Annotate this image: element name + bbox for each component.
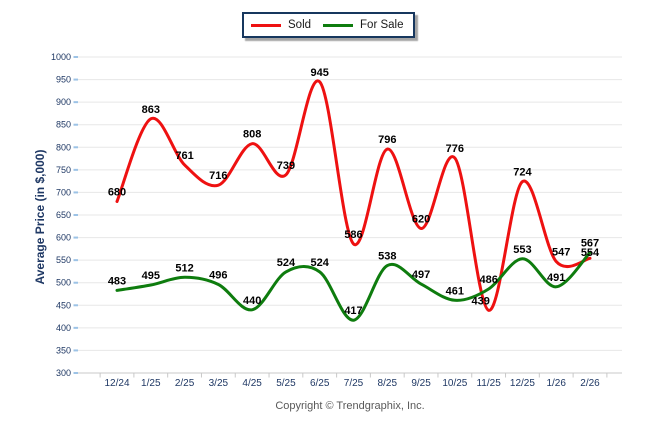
svg-text:553: 553 [513,244,531,256]
svg-text:538: 538 [378,251,396,263]
svg-text:440: 440 [243,295,261,307]
svg-text:5/25: 5/25 [276,378,296,389]
legend-item-sold: Sold [251,19,311,31]
svg-text:1000: 1000 [51,52,71,62]
legend: Sold For Sale [242,12,415,38]
svg-text:486: 486 [479,274,497,286]
svg-text:417: 417 [344,305,362,317]
svg-text:350: 350 [56,345,71,355]
svg-text:4/25: 4/25 [242,378,262,389]
svg-text:495: 495 [142,270,160,282]
svg-text:716: 716 [209,170,227,182]
for-sale-line [115,251,592,322]
svg-text:12/24: 12/24 [104,378,129,389]
svg-text:700: 700 [56,187,71,197]
legend-label-for-sale: For Sale [360,19,404,31]
svg-text:900: 900 [56,97,71,107]
sold-line [115,79,592,312]
legend-label-sold: Sold [288,19,312,31]
data-labels: 680 483 863 495 761 512 716 496 808 440 739 524 945 5… [108,67,600,317]
svg-text:808: 808 [243,129,261,141]
svg-text:524: 524 [311,257,330,269]
svg-text:497: 497 [412,269,430,281]
svg-text:776: 776 [446,143,464,155]
svg-text:680: 680 [108,186,126,198]
svg-text:3/25: 3/25 [209,378,229,389]
x-axis: 12/24 1/25 2/25 3/25 4/25 5/25 6/25 7/25 8/25 9/2… [78,372,622,389]
svg-text:750: 750 [56,165,71,175]
svg-text:400: 400 [56,323,71,333]
svg-text:724: 724 [513,167,532,179]
svg-text:10/25: 10/25 [442,378,467,389]
svg-text:567: 567 [581,237,599,249]
svg-text:554: 554 [581,247,600,259]
svg-text:450: 450 [56,300,71,310]
svg-text:796: 796 [378,134,396,146]
svg-text:439: 439 [471,295,489,307]
svg-text:300: 300 [56,368,71,378]
svg-text:500: 500 [56,278,71,288]
svg-text:850: 850 [56,120,71,130]
svg-text:512: 512 [175,262,193,274]
svg-text:650: 650 [56,210,71,220]
legend-item-for-sale: For Sale [323,19,404,31]
svg-text:491: 491 [547,272,565,284]
svg-text:6/25: 6/25 [310,378,330,389]
copyright-text: Copyright © Trendgraphix, Inc. [275,400,425,412]
svg-text:620: 620 [412,214,430,226]
svg-text:1/26: 1/26 [546,378,566,389]
svg-text:600: 600 [56,233,71,243]
svg-text:2/25: 2/25 [175,378,195,389]
y-axis: 300 350 400 450 500 550 600 650 700 750 800 850 900 9… [51,52,78,378]
svg-text:8/25: 8/25 [378,378,398,389]
svg-text:586: 586 [344,229,362,241]
svg-text:11/25: 11/25 [476,378,501,389]
y-axis-title: Average Price (in $,000) [33,149,47,285]
svg-text:9/25: 9/25 [411,378,431,389]
svg-text:7/25: 7/25 [344,378,364,389]
svg-text:761: 761 [175,150,193,162]
svg-text:2/26: 2/26 [580,378,600,389]
svg-text:950: 950 [56,75,71,85]
svg-text:12/25: 12/25 [510,378,535,389]
svg-text:550: 550 [56,255,71,265]
svg-text:800: 800 [56,142,71,152]
sold-line-swatch [251,23,281,27]
for-sale-line-swatch [323,23,354,27]
svg-text:863: 863 [142,104,160,116]
svg-text:1/25: 1/25 [141,378,161,389]
svg-text:945: 945 [311,67,329,79]
svg-text:461: 461 [446,285,464,297]
svg-text:524: 524 [277,257,296,269]
svg-text:483: 483 [108,275,126,287]
svg-text:547: 547 [552,246,570,258]
svg-text:496: 496 [209,270,227,282]
svg-text:739: 739 [277,160,295,172]
